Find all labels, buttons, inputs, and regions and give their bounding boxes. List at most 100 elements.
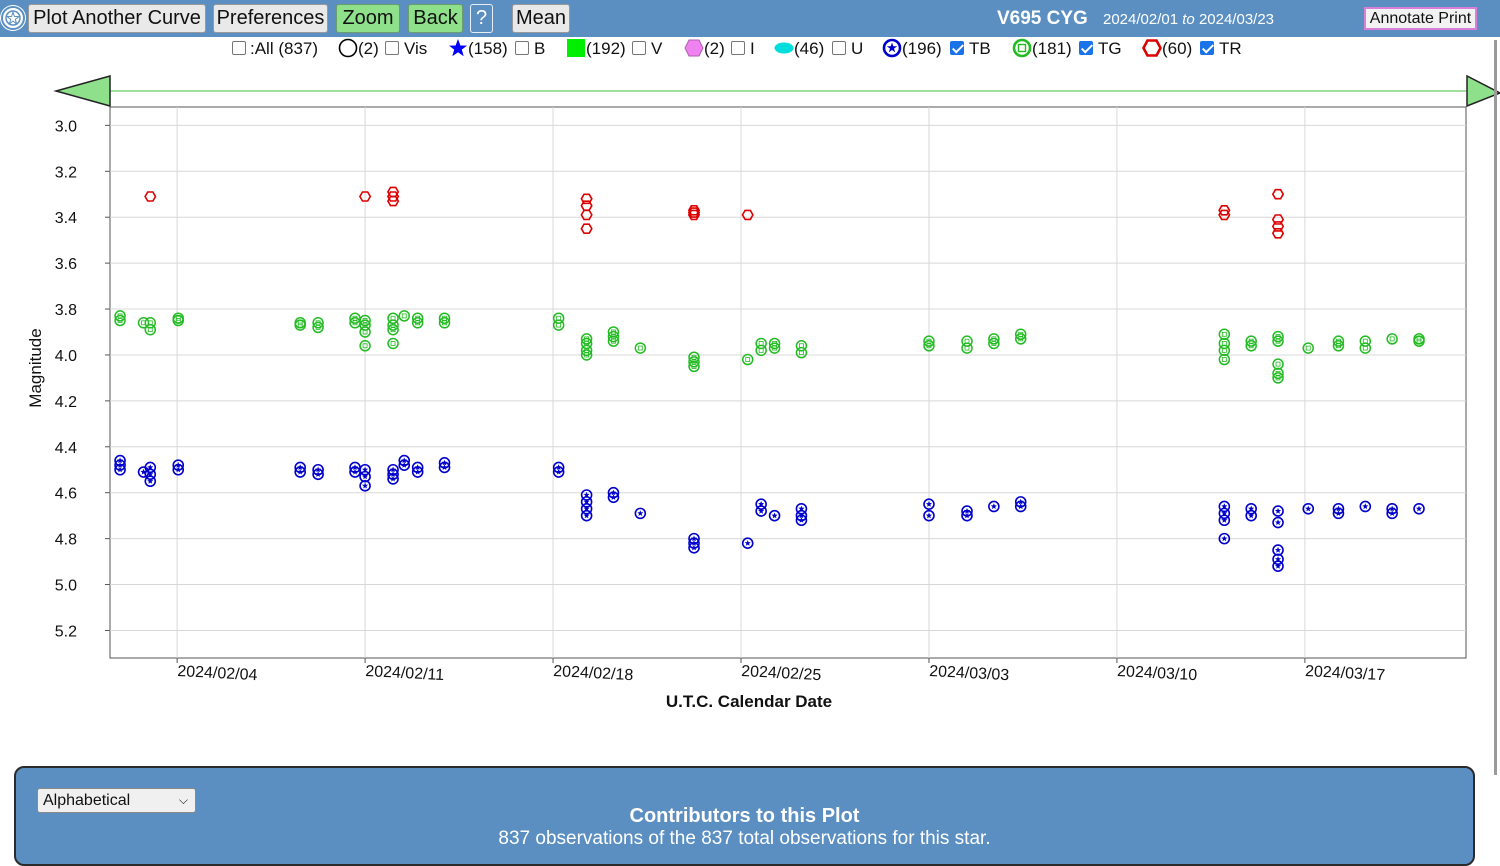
all-checkbox[interactable] xyxy=(232,41,246,55)
data-point-tg[interactable] xyxy=(1272,335,1284,347)
tr-checkbox[interactable] xyxy=(1200,41,1214,55)
data-point-tr[interactable] xyxy=(580,209,593,221)
vis-checkbox[interactable] xyxy=(385,41,399,55)
data-point-tb[interactable] xyxy=(312,468,324,481)
data-point-tr[interactable] xyxy=(1218,209,1231,221)
data-point-tb[interactable] xyxy=(359,470,371,483)
data-point-tb[interactable] xyxy=(755,505,767,517)
data-point-tr[interactable] xyxy=(741,209,754,221)
tg-checkbox[interactable] xyxy=(1079,41,1093,55)
data-point-tg[interactable] xyxy=(387,337,399,350)
data-point-tg[interactable] xyxy=(1359,342,1372,354)
data-point-tb[interactable] xyxy=(1272,544,1284,556)
data-point-tr[interactable] xyxy=(687,209,701,221)
data-point-tg[interactable] xyxy=(552,319,565,331)
data-point-tb[interactable] xyxy=(1413,502,1425,515)
b-checkbox[interactable] xyxy=(515,41,529,55)
v-checkbox[interactable] xyxy=(632,41,646,55)
sort-order-select[interactable]: Alphabetical ⌵ xyxy=(37,788,196,813)
data-point-tr[interactable] xyxy=(1218,205,1231,216)
data-point-tg[interactable] xyxy=(114,314,126,327)
data-point-tb[interactable] xyxy=(1359,500,1372,513)
data-point-tg[interactable] xyxy=(294,319,306,331)
data-point-tb[interactable] xyxy=(741,537,754,550)
data-point-tg[interactable] xyxy=(438,317,451,329)
data-point-tg[interactable] xyxy=(988,337,1000,350)
data-point-tb[interactable] xyxy=(607,491,620,504)
data-point-tg[interactable] xyxy=(688,360,700,373)
data-point-tb[interactable] xyxy=(961,509,973,522)
data-point-tb[interactable] xyxy=(1332,507,1345,520)
range-slider-left-handle[interactable] xyxy=(53,75,111,107)
data-point-tb[interactable] xyxy=(634,507,647,520)
data-point-tb[interactable] xyxy=(923,509,935,522)
data-point-tg[interactable] xyxy=(359,340,371,352)
mean-button[interactable]: Mean xyxy=(512,4,570,33)
tb-checkbox[interactable] xyxy=(950,41,964,55)
plot-another-curve-button[interactable]: Plot Another Curve xyxy=(28,4,206,33)
data-point-tb[interactable] xyxy=(1302,502,1315,515)
data-point-tg[interactable] xyxy=(961,342,973,354)
data-point-tr[interactable] xyxy=(358,191,372,202)
zoom-button[interactable]: Zoom xyxy=(336,4,400,33)
data-point-tb[interactable] xyxy=(552,466,565,478)
data-point-tb[interactable] xyxy=(1218,514,1231,527)
data-point-tr[interactable] xyxy=(580,223,593,234)
data-point-tb[interactable] xyxy=(438,461,451,474)
data-point-tg[interactable] xyxy=(387,323,399,336)
data-point-tg[interactable] xyxy=(1302,342,1314,354)
annotate-print-button[interactable]: Annotate Print xyxy=(1364,7,1477,30)
data-point-tb[interactable] xyxy=(1386,507,1398,520)
data-point-tr[interactable] xyxy=(386,195,400,207)
data-point-tg[interactable] xyxy=(1218,353,1231,366)
data-point-tb[interactable] xyxy=(411,466,424,478)
data-point-tb[interactable] xyxy=(387,473,399,485)
data-point-tb[interactable] xyxy=(1218,532,1231,545)
u-checkbox[interactable] xyxy=(832,41,846,55)
data-point-tr[interactable] xyxy=(386,191,400,202)
data-point-tg[interactable] xyxy=(411,317,424,329)
data-point-tr[interactable] xyxy=(1271,214,1285,225)
data-point-tg[interactable] xyxy=(634,342,647,354)
data-point-tg[interactable] xyxy=(1272,358,1284,370)
data-point-tr[interactable] xyxy=(1271,188,1285,200)
data-point-tb[interactable] xyxy=(398,459,411,471)
data-point-tg[interactable] xyxy=(1218,344,1231,357)
aavso-logo-icon[interactable] xyxy=(1,6,25,30)
data-point-tg[interactable] xyxy=(398,310,410,322)
data-point-tg[interactable] xyxy=(741,353,754,366)
data-point-tb[interactable] xyxy=(768,509,781,522)
data-point-tg[interactable] xyxy=(768,342,781,354)
data-point-tb[interactable] xyxy=(1245,509,1257,522)
data-point-tb[interactable] xyxy=(688,541,700,554)
data-point-tg[interactable] xyxy=(172,314,184,327)
help-button[interactable]: ? xyxy=(470,4,493,33)
data-point-tg[interactable] xyxy=(312,321,324,334)
data-point-tr[interactable] xyxy=(1271,221,1285,232)
data-point-tb[interactable] xyxy=(172,463,185,476)
data-point-tg[interactable] xyxy=(1218,328,1231,341)
data-point-tr[interactable] xyxy=(144,191,157,202)
data-point-tg[interactable] xyxy=(144,323,157,336)
data-point-tb[interactable] xyxy=(359,480,371,492)
data-point-tb[interactable] xyxy=(923,498,935,510)
data-point-tb[interactable] xyxy=(294,466,306,478)
data-point-tg[interactable] xyxy=(1386,333,1398,345)
data-point-tg[interactable] xyxy=(607,335,620,347)
data-point-tb[interactable] xyxy=(1272,516,1284,529)
data-point-tb[interactable] xyxy=(988,500,1000,513)
i-checkbox[interactable] xyxy=(731,41,745,55)
data-point-tr[interactable] xyxy=(580,193,593,205)
data-point-tb[interactable] xyxy=(795,514,808,527)
data-point-tg[interactable] xyxy=(923,340,935,352)
data-point-tg[interactable] xyxy=(359,326,371,338)
data-point-tr[interactable] xyxy=(1271,228,1285,239)
back-button[interactable]: Back xyxy=(408,4,463,33)
data-point-tr[interactable] xyxy=(687,207,701,218)
data-point-tg[interactable] xyxy=(1245,340,1257,352)
preferences-button[interactable]: Preferences xyxy=(213,4,328,33)
data-point-tg[interactable] xyxy=(1014,333,1027,345)
data-point-tg[interactable] xyxy=(1272,372,1284,384)
page-scrollbar[interactable] xyxy=(1494,40,1497,775)
data-point-tg[interactable] xyxy=(580,349,593,361)
